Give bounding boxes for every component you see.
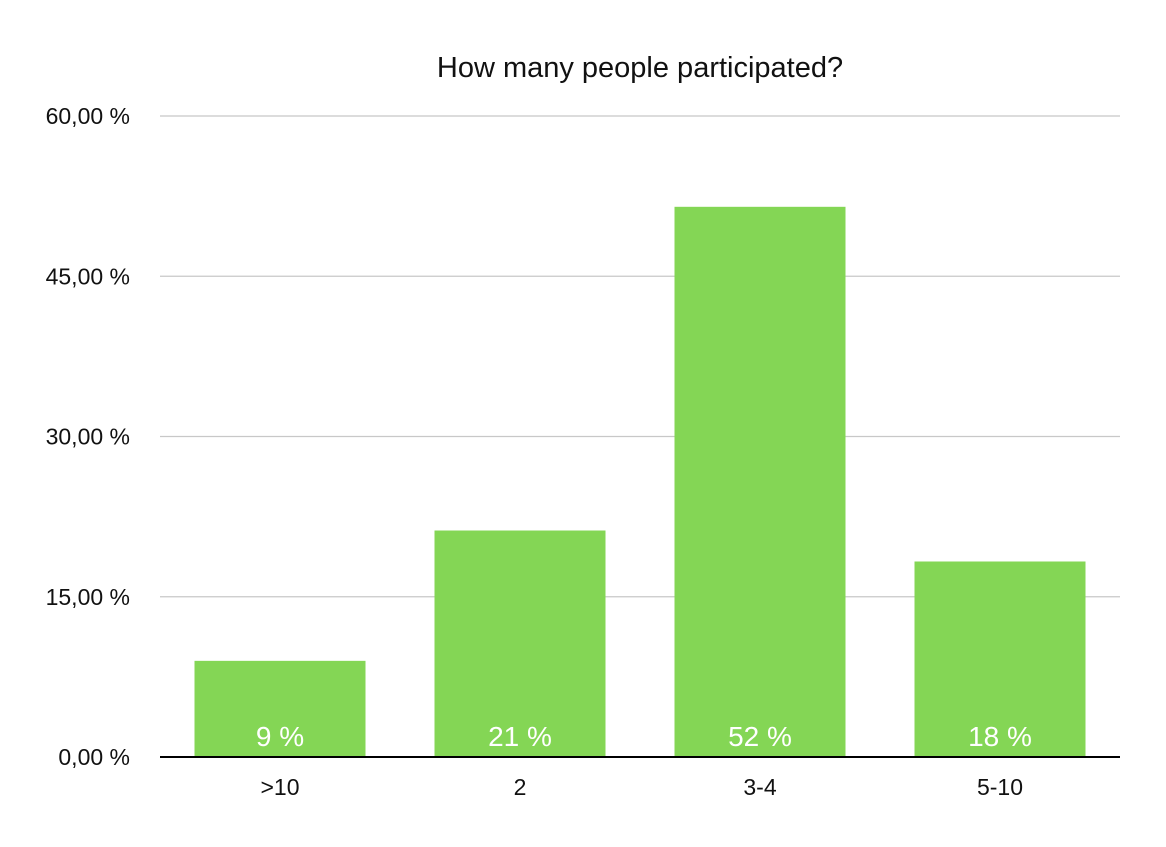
bar xyxy=(434,530,606,757)
data-label: 52 % xyxy=(728,721,792,752)
bar xyxy=(194,660,366,757)
x-tick-label: 2 xyxy=(514,774,527,800)
y-tick-label: 15,00 % xyxy=(46,584,130,610)
y-tick-label: 45,00 % xyxy=(46,263,130,289)
data-label: 9 % xyxy=(256,721,304,752)
y-tick-label: 30,00 % xyxy=(46,424,130,450)
bar xyxy=(914,561,1086,757)
data-label: 21 % xyxy=(488,721,552,752)
x-tick-label: 5-10 xyxy=(977,774,1023,800)
y-tick-label: 60,00 % xyxy=(46,103,130,129)
x-tick-label: 3-4 xyxy=(743,774,776,800)
data-label: 18 % xyxy=(968,721,1032,752)
bar xyxy=(674,206,846,757)
y-tick-label: 0,00 % xyxy=(58,744,130,770)
chart-title: How many people participated? xyxy=(436,52,844,84)
x-tick-label: >10 xyxy=(260,774,299,800)
